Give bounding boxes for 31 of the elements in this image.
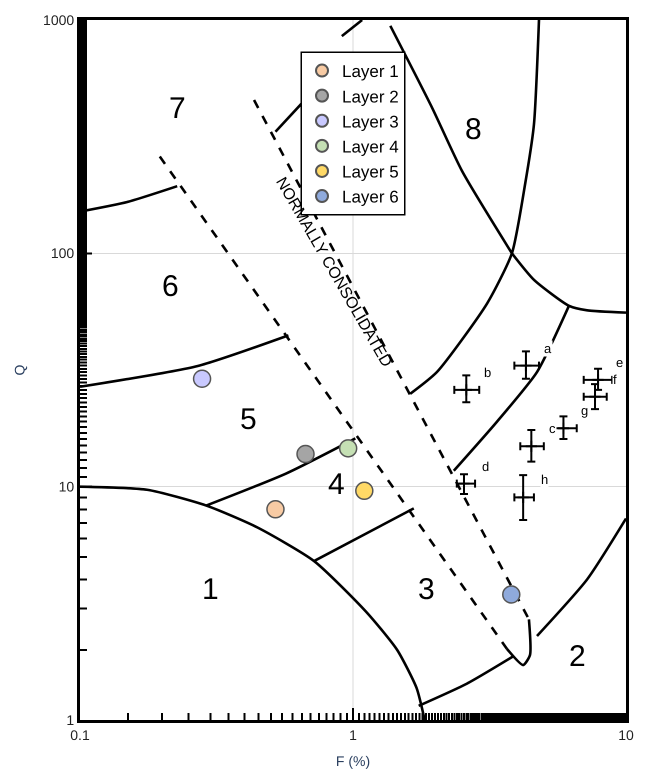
legend-label: Layer 4: [342, 137, 399, 156]
y-tick-label: 1: [66, 712, 74, 728]
annotation: 8: [465, 113, 482, 146]
x-tick-label: 0.1: [70, 726, 90, 743]
legend-label: Layer 1: [342, 62, 399, 82]
legend-label: Layer 2: [342, 87, 399, 106]
annotation: 3: [418, 573, 435, 606]
x-tick-label: 10: [618, 726, 634, 743]
annotation: 2: [569, 640, 586, 673]
annotation: 1: [202, 573, 219, 606]
data-label: d: [482, 459, 490, 474]
legend-label: Layer 5: [342, 162, 399, 182]
x-tick-label: 1: [349, 726, 358, 743]
x-axis-title: F (%): [336, 753, 370, 770]
data-label: g: [581, 403, 588, 418]
data-label: a: [544, 341, 552, 356]
y-tick-label: 1000: [43, 12, 74, 28]
annotation: 5: [240, 403, 257, 436]
data-label: h: [541, 472, 548, 487]
data-label: f: [613, 372, 617, 387]
y-tick-label: 100: [50, 245, 74, 262]
legend-label: Layer 3: [342, 112, 399, 132]
data-label: b: [484, 365, 492, 380]
legend-label: Layer 6: [342, 188, 399, 207]
annotation: 6: [162, 270, 179, 303]
y-axis-title: Q: [12, 364, 28, 376]
y-tick-label: 10: [58, 478, 74, 495]
annotation: 7: [169, 92, 186, 125]
annotation: 4: [328, 468, 345, 501]
data-label: c: [549, 421, 556, 436]
data-label: e: [616, 355, 624, 370]
